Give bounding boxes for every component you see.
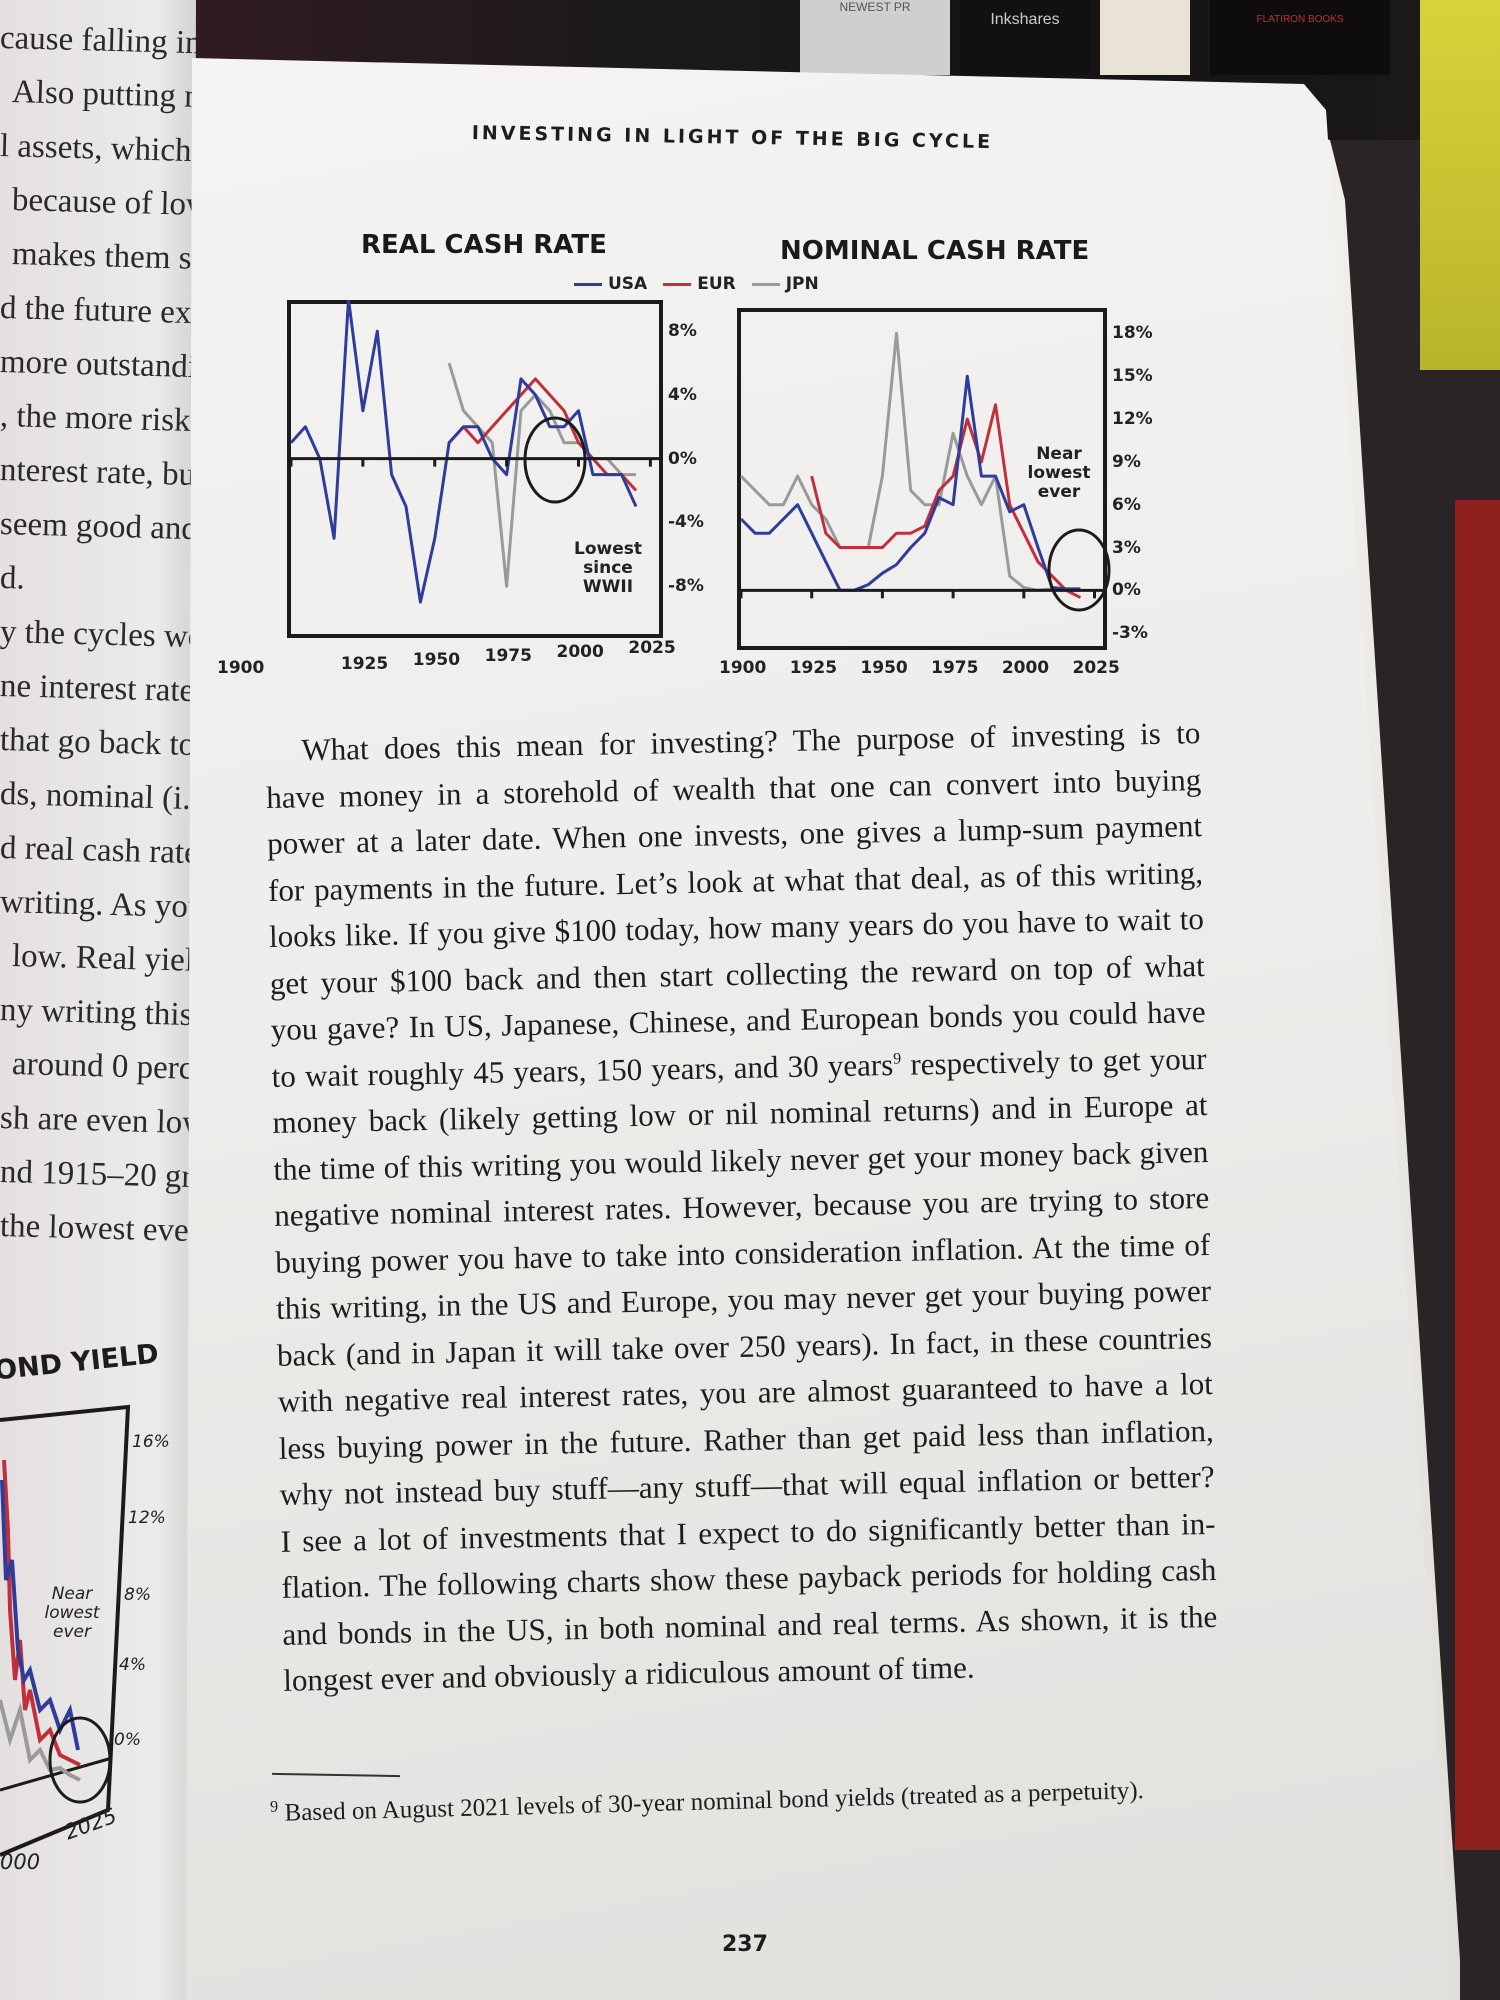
nominal-cash-rate-title: NOMINAL CASH RATE xyxy=(780,236,1090,266)
left-page-line: writing. As you can xyxy=(0,884,196,927)
left-page-line: seem good and memo- xyxy=(0,506,196,550)
body-text: What does this mean for investing? The p… xyxy=(265,710,1219,1704)
x-tick-label: 1950 xyxy=(412,650,461,670)
annotation-circle xyxy=(48,1716,112,1804)
chart-frame xyxy=(0,1404,131,1857)
x-tick-label: 2025 xyxy=(1072,658,1120,678)
y-tick-label: 3% xyxy=(1112,537,1141,558)
annotation-circle xyxy=(523,416,587,504)
chart-annotation: Near lowest ever xyxy=(1027,444,1091,502)
zero-line xyxy=(0,1756,113,1792)
yellow-book-background xyxy=(1420,0,1500,370)
jpn-line xyxy=(0,1699,81,1782)
real-cash-rate-title: REAL CASH RATE xyxy=(361,230,607,260)
left-page-line: l assets, which lowers risk xyxy=(0,128,196,173)
left-page-line: d. xyxy=(0,560,26,597)
book-spine-text: NEWEST PR xyxy=(839,0,911,14)
y-tick-label: 18% xyxy=(1112,323,1153,344)
series-line-usa xyxy=(289,300,638,604)
x-tick-label: 1900 xyxy=(719,658,767,678)
chart-frame xyxy=(737,308,1107,650)
x-tick-label: 1950 xyxy=(860,658,908,678)
left-page-line: the lowest ever. xyxy=(0,1208,196,1250)
x-tick-label: 1925 xyxy=(340,654,389,674)
left-page-line: around 0 percent, xyxy=(11,1046,196,1089)
y-tick: 8% xyxy=(124,1585,151,1605)
left-bond-yield-chart xyxy=(0,1404,131,1857)
book-spine-text: FLATIRON BOOKS xyxy=(1256,14,1344,25)
shelf-book xyxy=(1100,0,1190,75)
left-page-line: low. Real yields of xyxy=(11,938,196,980)
y-tick-label: -4% xyxy=(668,512,704,533)
y-tick-label: 12% xyxy=(1112,409,1153,430)
left-page-line: cause falling interest rates xyxy=(0,20,196,65)
left-page-line: because of lower interest xyxy=(11,182,196,227)
y-tick-label: 6% xyxy=(1112,494,1141,515)
y-tick: 4% xyxy=(119,1655,146,1675)
shelf-book: NEWEST PR xyxy=(800,0,950,75)
series-line-eur xyxy=(447,377,638,492)
legend-label: EUR xyxy=(697,274,736,294)
body-text-segment: to wait roughly 45 years, 150 years, and… xyxy=(271,1046,894,1094)
red-book-background xyxy=(1455,500,1500,1850)
x-tick-label: 2025 xyxy=(628,638,676,658)
chart-legend: USA EUR JPN xyxy=(574,274,819,294)
y-tick-label: -3% xyxy=(1112,623,1148,644)
chart-frame xyxy=(287,300,663,638)
x-tick-label: 2000 xyxy=(556,642,604,662)
x-tick-label: 1975 xyxy=(931,658,979,678)
annotation-circle xyxy=(1047,528,1111,612)
y-tick-label: 8% xyxy=(668,321,697,342)
footnote-number: 9 xyxy=(269,1798,279,1816)
y-tick: 16% xyxy=(132,1432,170,1452)
x-tick-label: 1975 xyxy=(484,646,532,666)
y-tick-label: 0% xyxy=(1112,580,1141,601)
y-tick-label: 9% xyxy=(1112,451,1141,472)
left-page-line: Also putting more money xyxy=(11,74,196,119)
y-tick-label: -8% xyxy=(668,576,704,597)
x-tick-label: 1925 xyxy=(789,658,838,678)
left-page: cause falling interest rates Also putting… xyxy=(0,0,196,2000)
page-number: 237 xyxy=(722,1932,768,1957)
left-page-line: d real cash rates for xyxy=(0,830,196,873)
series-line-usa xyxy=(739,374,1081,592)
left-page-line: nterest rate, but it typi- xyxy=(0,452,196,496)
book-spine-text: Inkshares xyxy=(990,11,1060,28)
series-line-jpn xyxy=(739,331,1081,592)
right-page xyxy=(186,58,1448,2000)
legend-swatch-usa xyxy=(574,282,602,286)
legend-swatch-jpn xyxy=(751,282,780,286)
chart-annotation: Lowest since WWII xyxy=(574,539,642,597)
legend-swatch-eur xyxy=(663,282,692,286)
y-tick-label: 15% xyxy=(1112,366,1153,387)
shelf-book: FLATIRON BOOKS xyxy=(1210,0,1390,75)
x-tick-label: 2000 xyxy=(1001,658,1050,678)
left-page-line: more outstanding claims xyxy=(0,344,196,388)
real-cash-rate-chart xyxy=(287,300,663,638)
y-tick-label: 4% xyxy=(668,384,697,405)
x-tick-label: 1900 xyxy=(217,658,265,678)
legend-label: USA xyxy=(608,274,648,294)
left-page-line: y the cycles would not xyxy=(0,614,196,658)
eur-line xyxy=(2,1459,81,1767)
chart-annotation: Near lowest ever xyxy=(44,1584,100,1642)
y-tick-label: 0% xyxy=(668,448,697,469)
left-page-line: ds, nominal (i.e., not xyxy=(0,776,196,819)
left-page-line: that go back to 1900. xyxy=(0,722,196,765)
shelf-book: Inkshares xyxy=(960,0,1090,75)
y-tick: 12% xyxy=(128,1508,166,1528)
left-page-line: ny writing this, are xyxy=(0,992,196,1035)
x-tick: 000 xyxy=(0,1850,41,1874)
series-line-eur xyxy=(810,403,1082,599)
left-page-line: ne interest rate charts xyxy=(0,668,196,711)
legend-label: JPN xyxy=(785,274,819,294)
body-text-segment: respectively to get your xyxy=(900,1040,1207,1082)
left-page-line: makes them seem more xyxy=(11,236,196,280)
y-tick: 0% xyxy=(114,1730,141,1750)
nominal-cash-rate-chart xyxy=(737,308,1111,650)
left-page-line: sh are even lower, xyxy=(0,1100,196,1143)
left-page-line: d the future expected re- xyxy=(0,290,196,334)
left-page-line: nd 1915–20 great xyxy=(0,1154,196,1197)
